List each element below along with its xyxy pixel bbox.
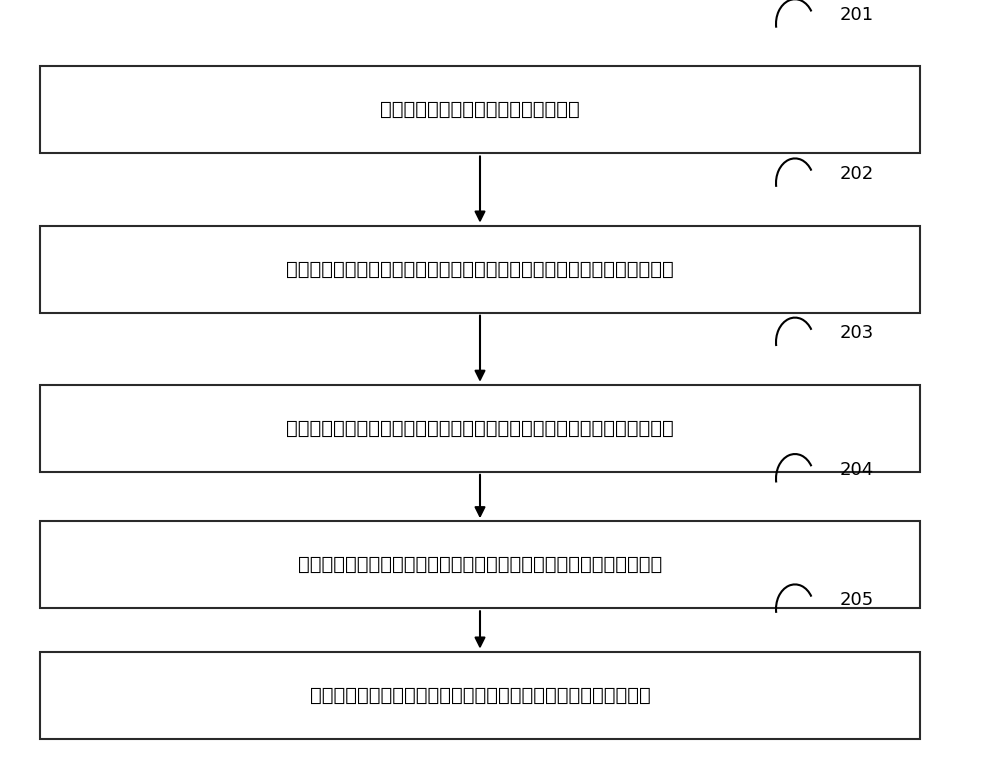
Text: 响应于对目标画面的确认操作，将路径上的控件确定为选中的控件: 响应于对目标画面的确认操作，将路径上的控件确定为选中的控件	[310, 685, 650, 705]
Text: 响应于用户对目标画面的第一注视操作，确定第一注视操作对应的第一控件: 响应于用户对目标画面的第一注视操作，确定第一注视操作对应的第一控件	[286, 259, 674, 279]
Text: 203: 203	[840, 324, 874, 342]
Bar	[40, 226, 920, 313]
Bar	[40, 522, 920, 608]
Text: 201: 201	[840, 6, 874, 23]
Bar	[40, 651, 920, 738]
Text: 204: 204	[840, 461, 874, 478]
Text: 205: 205	[840, 591, 874, 609]
Text: 响应于用户对目标画面的第二注视操作，确定第二注视操作对应的第二控件: 响应于用户对目标画面的第二注视操作，确定第二注视操作对应的第二控件	[286, 418, 674, 438]
Text: 展示目标画面，目标画面包括多个控件: 展示目标画面，目标画面包括多个控件	[380, 100, 580, 120]
Text: 202: 202	[840, 165, 874, 183]
Bar	[40, 385, 920, 471]
Text: 确定从第一控件至第二控件的路径，其中，路径由两个以上的控件构成: 确定从第一控件至第二控件的路径，其中，路径由两个以上的控件构成	[298, 555, 662, 575]
Bar	[40, 67, 920, 153]
